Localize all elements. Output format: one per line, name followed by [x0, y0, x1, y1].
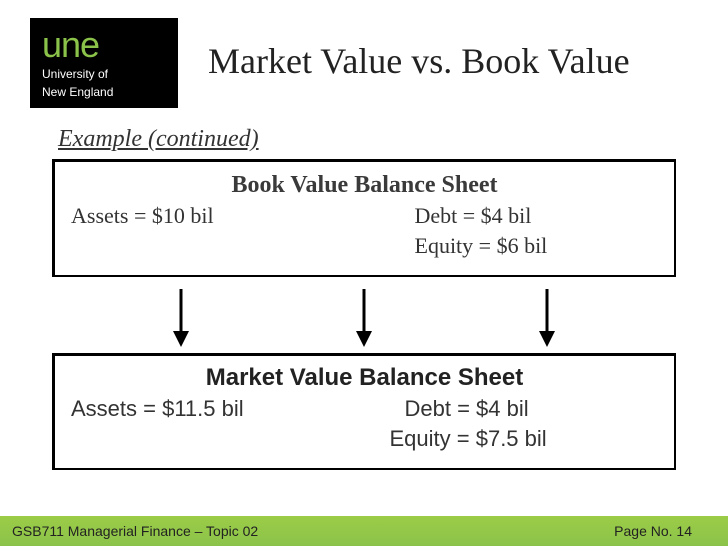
book-value-row-2: Equity = $6 bil — [71, 233, 658, 259]
arrow-1 — [171, 289, 191, 347]
market-equity: Equity = $7.5 bil — [340, 426, 659, 452]
market-value-row-2: Equity = $7.5 bil — [71, 426, 658, 452]
book-equity: Equity = $6 bil — [315, 233, 659, 259]
book-value-row-1: Assets = $10 bil Debt = $4 bil — [71, 203, 658, 229]
logo-line1: University of — [42, 67, 166, 81]
book-assets: Assets = $10 bil — [71, 203, 315, 229]
une-logo: une University of New England — [30, 18, 178, 108]
footer-right: Page No. 14 — [614, 523, 692, 539]
arrow-3 — [537, 289, 557, 347]
arrows-container — [0, 289, 728, 347]
footer: GSB711 Managerial Finance – Topic 02 Pag… — [0, 516, 728, 546]
market-assets: Assets = $11.5 bil — [71, 396, 325, 422]
market-value-title: Market Value Balance Sheet — [71, 364, 658, 392]
footer-left: GSB711 Managerial Finance – Topic 02 — [12, 523, 258, 539]
subtitle: Example (continued) — [58, 126, 728, 153]
market-debt: Debt = $4 bil — [325, 396, 659, 422]
book-assets-empty — [71, 233, 315, 259]
logo-line2: New England — [42, 85, 166, 99]
header: une University of New England Market Val… — [0, 0, 728, 108]
slide-title: Market Value vs. Book Value — [208, 40, 630, 82]
market-value-box: Market Value Balance Sheet Assets = $11.… — [52, 353, 676, 470]
logo-brand: une — [42, 27, 166, 63]
book-value-title: Book Value Balance Sheet — [71, 172, 658, 199]
arrow-2 — [354, 289, 374, 347]
market-value-row-1: Assets = $11.5 bil Debt = $4 bil — [71, 396, 658, 422]
book-debt: Debt = $4 bil — [315, 203, 659, 229]
market-assets-empty — [71, 426, 340, 452]
book-value-box: Book Value Balance Sheet Assets = $10 bi… — [52, 159, 676, 277]
